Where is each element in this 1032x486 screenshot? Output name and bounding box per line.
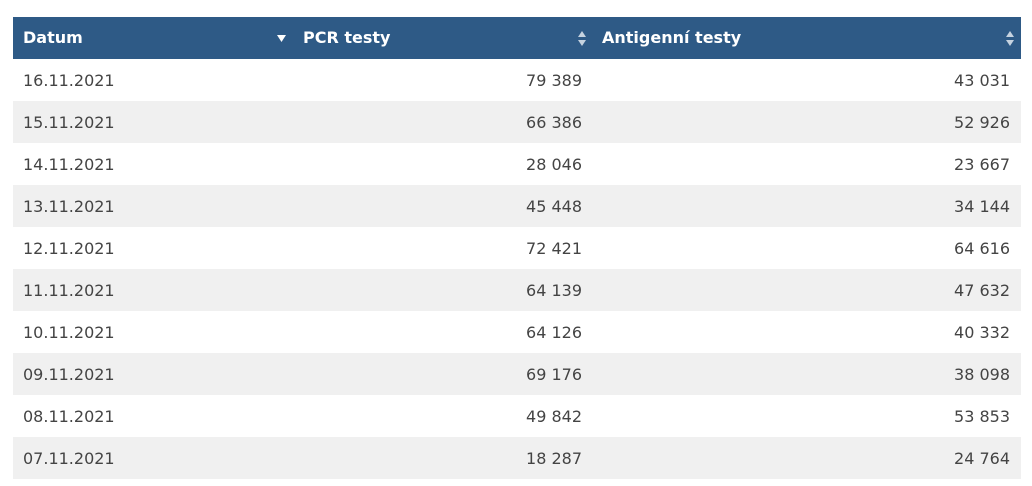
table-row: 12.11.2021 72 421 64 616 bbox=[13, 227, 1021, 269]
cell-pcr: 49 842 bbox=[526, 406, 582, 426]
column-header-label: Antigenní testy bbox=[602, 28, 742, 47]
data-table: Datum PCR testy Antigenní testy 16.11.20… bbox=[13, 17, 1021, 479]
cell-antigen: 47 632 bbox=[954, 280, 1010, 300]
cell-pcr: 69 176 bbox=[526, 364, 582, 384]
cell-pcr: 79 389 bbox=[526, 70, 582, 90]
cell-date: 08.11.2021 bbox=[23, 406, 115, 426]
cell-date: 15.11.2021 bbox=[23, 112, 115, 132]
column-header-label: Datum bbox=[23, 28, 83, 47]
cell-antigen: 24 764 bbox=[954, 448, 1010, 468]
cell-antigen: 40 332 bbox=[954, 322, 1010, 342]
cell-date: 12.11.2021 bbox=[23, 238, 115, 258]
table-row: 09.11.2021 69 176 38 098 bbox=[13, 353, 1021, 395]
table-row: 15.11.2021 66 386 52 926 bbox=[13, 101, 1021, 143]
table-row: 11.11.2021 64 139 47 632 bbox=[13, 269, 1021, 311]
sort-both-icon bbox=[578, 17, 586, 59]
cell-antigen: 34 144 bbox=[954, 196, 1010, 216]
table-body: 16.11.2021 79 389 43 031 15.11.2021 66 3… bbox=[13, 59, 1021, 479]
cell-antigen: 38 098 bbox=[954, 364, 1010, 384]
table-row: 07.11.2021 18 287 24 764 bbox=[13, 437, 1021, 479]
cell-date: 07.11.2021 bbox=[23, 448, 115, 468]
table-row: 14.11.2021 28 046 23 667 bbox=[13, 143, 1021, 185]
cell-antigen: 53 853 bbox=[954, 406, 1010, 426]
column-header-label: PCR testy bbox=[303, 28, 391, 47]
cell-antigen: 43 031 bbox=[954, 70, 1010, 90]
cell-pcr: 66 386 bbox=[526, 112, 582, 132]
cell-date: 16.11.2021 bbox=[23, 70, 115, 90]
cell-antigen: 23 667 bbox=[954, 154, 1010, 174]
table-row: 08.11.2021 49 842 53 853 bbox=[13, 395, 1021, 437]
column-header-pcr-testy[interactable]: PCR testy bbox=[293, 17, 592, 59]
cell-pcr: 45 448 bbox=[526, 196, 582, 216]
table-row: 10.11.2021 64 126 40 332 bbox=[13, 311, 1021, 353]
table-row: 16.11.2021 79 389 43 031 bbox=[13, 59, 1021, 101]
column-header-antigenni-testy[interactable]: Antigenní testy bbox=[592, 17, 1021, 59]
sort-desc-icon bbox=[277, 17, 286, 59]
cell-pcr: 64 126 bbox=[526, 322, 582, 342]
cell-pcr: 64 139 bbox=[526, 280, 582, 300]
table-header: Datum PCR testy Antigenní testy bbox=[13, 17, 1021, 59]
cell-date: 10.11.2021 bbox=[23, 322, 115, 342]
sort-both-icon bbox=[1006, 17, 1014, 59]
cell-date: 13.11.2021 bbox=[23, 196, 115, 216]
cell-antigen: 52 926 bbox=[954, 112, 1010, 132]
cell-date: 09.11.2021 bbox=[23, 364, 115, 384]
cell-pcr: 72 421 bbox=[526, 238, 582, 258]
table-row: 13.11.2021 45 448 34 144 bbox=[13, 185, 1021, 227]
cell-pcr: 28 046 bbox=[526, 154, 582, 174]
cell-pcr: 18 287 bbox=[526, 448, 582, 468]
column-header-datum[interactable]: Datum bbox=[13, 17, 293, 59]
cell-date: 14.11.2021 bbox=[23, 154, 115, 174]
cell-antigen: 64 616 bbox=[954, 238, 1010, 258]
cell-date: 11.11.2021 bbox=[23, 280, 115, 300]
